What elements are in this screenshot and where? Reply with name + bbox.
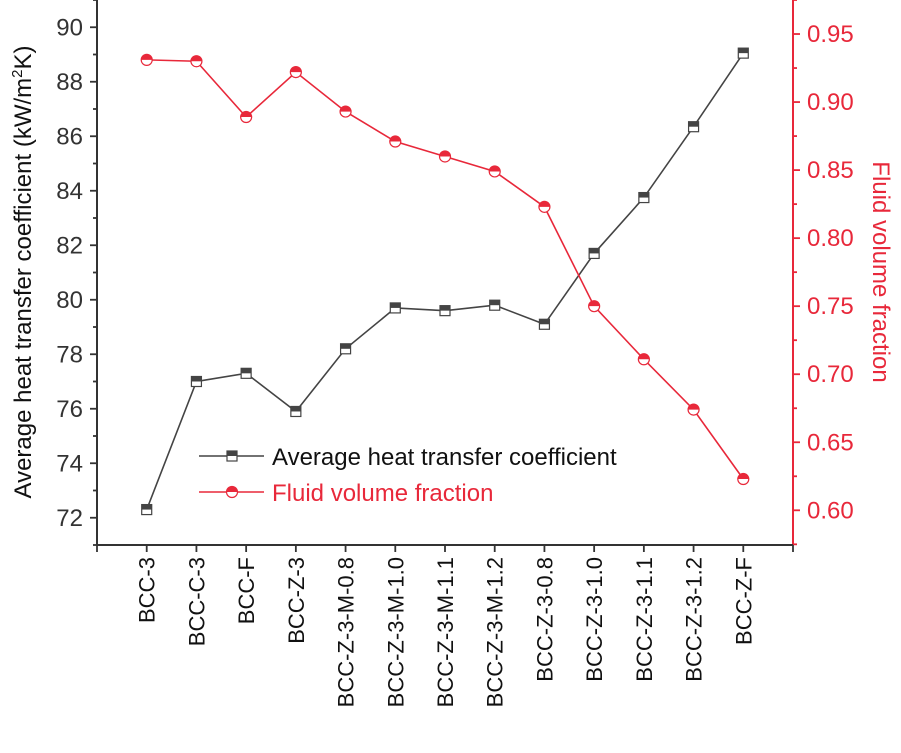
category-label: BCC-Z-3-0.8 [532, 557, 557, 682]
left-tick-label: 82 [56, 232, 83, 259]
category-label: BCC-Z-3-M-1.0 [383, 557, 408, 707]
legend-marker-fluid-fill [226, 486, 238, 492]
category-label: BCC-Z-3-1.1 [632, 557, 657, 682]
data-point-fluid-fill [489, 165, 501, 172]
right-axis-ticks: 0.60 0.65 0.70 0.75 0.80 0.85 0.90 0.95 [793, 0, 854, 546]
data-point-heat-fill [390, 302, 401, 308]
category-label: BCC-C-3 [184, 557, 209, 646]
left-tick-label: 76 [56, 396, 83, 423]
legend-entry-heat: Average heat transfer coefficient [199, 444, 617, 471]
left-tick-label: 84 [56, 178, 83, 205]
category-label: BCC-Z-3-1.2 [682, 557, 707, 682]
data-point-fluid-fill [737, 473, 749, 480]
data-point-heat-fill [539, 319, 550, 325]
x-axis-ticks: BCC-3 BCC-C-3 BCC-F BCC-Z-3 BCC-Z-3-M-0.8 BCC… [96, 545, 794, 707]
data-point-heat-fill [241, 368, 252, 374]
right-tick-label: 0.65 [807, 429, 854, 456]
data-point-heat-fill [589, 248, 600, 254]
category-label: BCC-Z-3-M-1.2 [483, 557, 508, 707]
right-axis-title: Fluid volume fraction [867, 161, 894, 382]
left-tick-label: 88 [56, 69, 83, 96]
data-point-fluid-fill [638, 353, 650, 360]
data-point-fluid-fill [688, 404, 700, 410]
series-line-fluid [146, 59, 744, 480]
data-point-heat-fill [290, 406, 301, 412]
data-point-fluid-fill [190, 55, 202, 62]
data-point-fluid-fill [538, 201, 550, 207]
data-point-fluid-fill [290, 66, 302, 73]
data-point-heat-fill [340, 343, 351, 349]
data-point-heat-fill [141, 504, 152, 510]
legend-entry-fluid: Fluid volume fraction [199, 480, 493, 507]
data-point-heat-fill [489, 300, 500, 306]
series-line-heat [145, 52, 744, 510]
data-point-heat-fill [638, 192, 649, 198]
data-point-heat-fill [440, 305, 450, 311]
data-point-fluid-fill [389, 136, 401, 142]
data-point-fluid-fill [340, 106, 352, 112]
right-tick-label: 0.85 [807, 157, 854, 184]
left-tick-label: 86 [56, 123, 83, 150]
series-layer [140, 47, 750, 516]
left-tick-label: 74 [56, 450, 83, 477]
data-point-fluid-fill [240, 111, 252, 118]
category-label: BCC-Z-F [731, 557, 756, 645]
right-tick-label: 0.80 [807, 225, 854, 252]
left-tick-label: 90 [56, 14, 83, 41]
data-point-fluid-fill [141, 54, 153, 60]
left-axis-ticks: 72 74 76 78 80 82 84 86 88 90 [56, 0, 97, 546]
legend: Average heat transfer coefficient Fluid … [199, 444, 617, 507]
left-tick-label: 72 [56, 505, 83, 532]
category-label: BCC-3 [135, 557, 160, 623]
category-label: BCC-F [234, 557, 259, 624]
data-point-heat-fill [688, 121, 699, 127]
left-axis-title: Average heat transfer coefficient (kW/m2… [9, 46, 37, 499]
category-label: BCC-Z-3-M-1.1 [433, 557, 458, 707]
right-tick-label: 0.90 [807, 89, 854, 116]
right-tick-label: 0.95 [807, 21, 854, 48]
right-tick-label: 0.70 [807, 361, 854, 388]
right-tick-label: 0.75 [807, 293, 854, 320]
left-tick-label: 78 [56, 341, 83, 368]
category-label: BCC-Z-3 [284, 557, 309, 644]
data-point-fluid-fill [439, 150, 451, 157]
legend-label-heat: Average heat transfer coefficient [272, 444, 617, 471]
legend-marker-heat-fill [227, 451, 237, 456]
category-label: BCC-Z-3-1.0 [582, 557, 607, 682]
data-point-fluid-fill [588, 300, 600, 307]
data-point-heat-fill [738, 48, 749, 54]
left-tick-label: 80 [56, 287, 83, 314]
right-tick-label: 0.60 [807, 497, 854, 524]
category-label: BCC-Z-3-M-0.8 [334, 557, 359, 707]
data-point-heat-fill [191, 376, 202, 382]
legend-label-fluid: Fluid volume fraction [272, 480, 493, 507]
